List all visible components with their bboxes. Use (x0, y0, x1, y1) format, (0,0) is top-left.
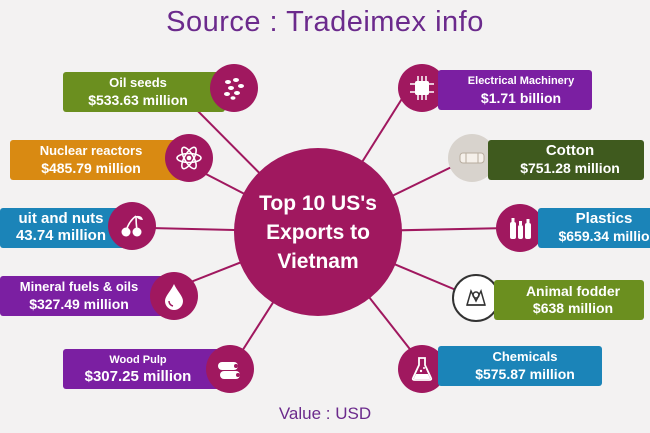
item-oil-seeds: Oil seeds $533.63 million (63, 72, 225, 112)
atom-icon (165, 134, 213, 182)
item-chemicals: Chemicals $575.87 million (438, 346, 602, 386)
fodder-icon (452, 274, 500, 322)
diagram-title: Source : Tradeimex info (166, 6, 484, 38)
central-hub: Top 10 US's Exports to Vietnam (234, 148, 402, 316)
value-unit-note: Value : USD (278, 404, 372, 423)
item-electrical-machinery: Electrical Machinery $1.71 billion (438, 70, 592, 110)
plastic-bottles-icon (496, 204, 544, 252)
hub-title: Top 10 US's Exports to Vietnam (259, 191, 377, 273)
oil-drop-icon (150, 272, 198, 320)
cherries-icon (108, 202, 156, 250)
item-wood-pulp: Wood Pulp $307.25 million (63, 349, 223, 389)
item-cotton: Cotton $751.28 million (488, 140, 644, 180)
logs-icon (206, 345, 254, 393)
item-fruit-and-nuts: uit and nuts 43.74 million (0, 208, 130, 248)
item-nuclear-reactors: Nuclear reactors $485.79 million (10, 140, 184, 180)
item-plastics: Plastics $659.34 millio (538, 208, 650, 248)
item-mineral-fuels-oils: Mineral fuels & oils $327.49 million (0, 276, 170, 316)
item-animal-fodder: Animal fodder $638 million (494, 280, 644, 320)
seeds-icon (210, 64, 258, 112)
